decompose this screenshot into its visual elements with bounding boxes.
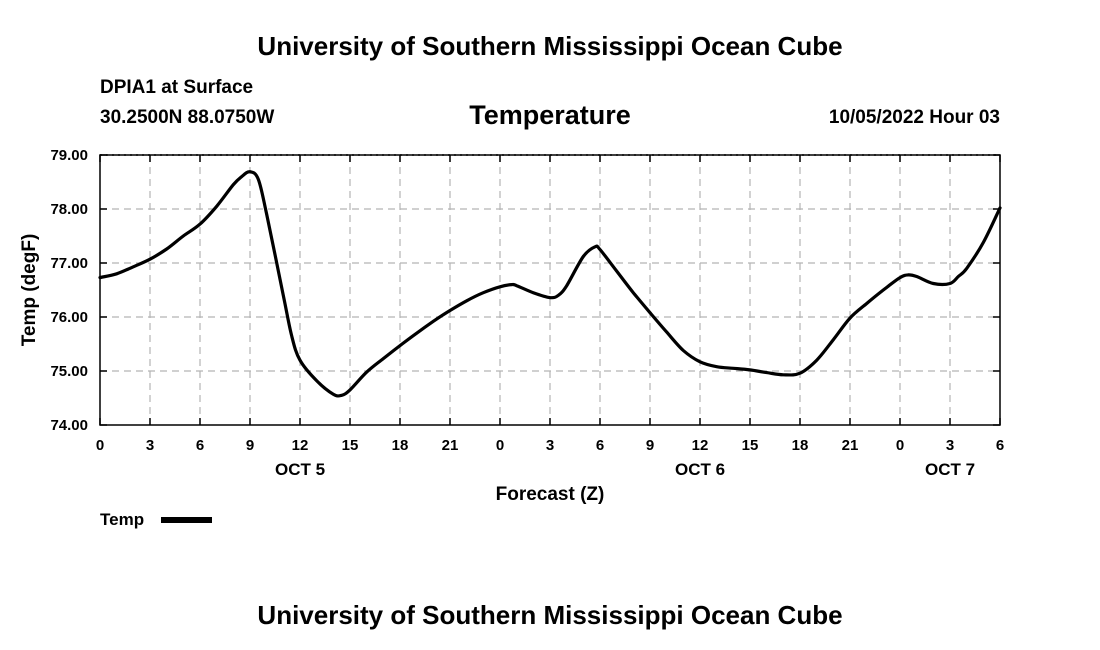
x-tick-label: 3 xyxy=(146,437,154,454)
x-tick-label: 6 xyxy=(596,437,604,454)
date-label: OCT 7 xyxy=(925,460,975,479)
x-tick-label: 12 xyxy=(292,437,309,454)
chart-title: Temperature xyxy=(469,100,631,130)
y-axis-title: Temp (degF) xyxy=(19,234,40,347)
x-tick-label: 0 xyxy=(496,437,504,454)
x-tick-label: 6 xyxy=(996,437,1004,454)
x-tick-label: 9 xyxy=(246,437,254,454)
x-tick-label: 3 xyxy=(946,437,954,454)
org-title-top: University of Southern Mississippi Ocean… xyxy=(257,31,843,61)
station-label: DPIA1 at Surface xyxy=(100,77,254,98)
y-tick-label: 75.00 xyxy=(50,363,88,380)
legend-label: Temp xyxy=(100,510,144,529)
x-tick-label: 6 xyxy=(196,437,204,454)
x-tick-label: 3 xyxy=(546,437,554,454)
forecast-timestamp: 10/05/2022 Hour 03 xyxy=(828,107,1000,128)
axis-labels: 0 3 6 9 12 15 18 21 0 3 6 9 12 15 18 21 0 3 6 74.00 75.00 76.… xyxy=(50,147,1004,479)
temp-series-line xyxy=(98,170,1002,398)
x-tick-label: 15 xyxy=(342,437,359,454)
x-tick-label: 15 xyxy=(742,437,759,454)
x-tick-label: 12 xyxy=(692,437,709,454)
y-tick-label: 74.00 xyxy=(50,417,88,434)
org-title-bottom: University of Southern Mississippi Ocean… xyxy=(257,600,843,630)
coordinates-label: 30.2500N 88.0750W xyxy=(100,107,275,128)
date-label: OCT 5 xyxy=(275,460,325,479)
x-tick-label: 0 xyxy=(896,437,904,454)
y-tick-label: 76.00 xyxy=(50,309,88,326)
x-axis-title: Forecast (Z) xyxy=(496,484,605,505)
y-tick-label: 78.00 xyxy=(50,201,88,218)
x-tick-label: 18 xyxy=(392,437,409,454)
x-tick-label: 21 xyxy=(442,437,459,454)
grid-lines xyxy=(100,155,1000,425)
x-tick-label: 0 xyxy=(96,437,104,454)
date-label: OCT 6 xyxy=(675,460,725,479)
x-tick-label: 9 xyxy=(646,437,654,454)
x-tick-label: 21 xyxy=(842,437,859,454)
y-tick-label: 79.00 xyxy=(50,147,88,164)
y-tick-label: 77.00 xyxy=(50,255,88,272)
x-tick-label: 18 xyxy=(792,437,809,454)
